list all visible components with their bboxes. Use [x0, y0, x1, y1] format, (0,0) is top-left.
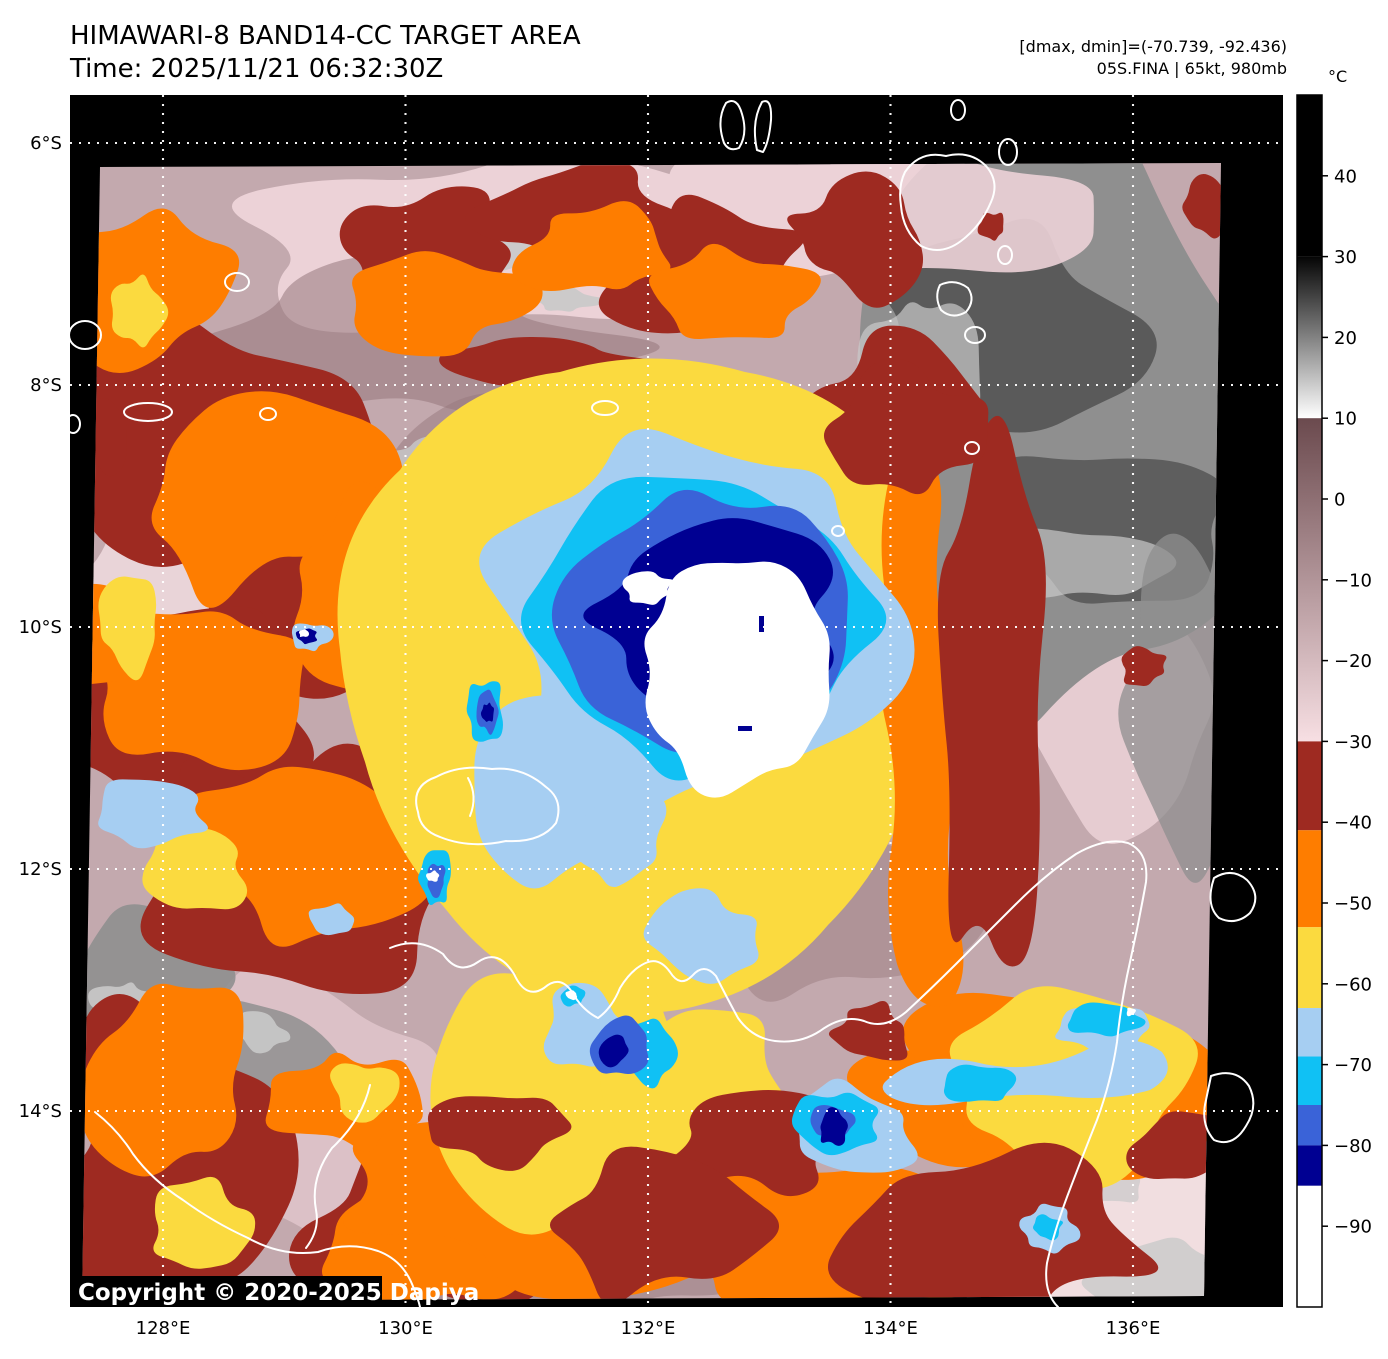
colorbar-tick-label--50: −50	[1334, 894, 1372, 915]
colorbar-tick-label-10: 10	[1334, 409, 1357, 430]
darkred-cloud-blob	[1121, 646, 1167, 687]
yellow-cloud-blob	[98, 576, 157, 681]
white-cloud-blob	[622, 571, 674, 605]
orange-cloud-blob	[352, 251, 543, 357]
orange-cloud-blob	[649, 243, 821, 340]
colorbar-tick-label--30: −30	[1334, 732, 1372, 753]
latlon-gridlines	[70, 95, 1283, 1307]
white-cloud-blob	[1126, 1007, 1136, 1017]
colorbar-segment-50-to-30	[1297, 95, 1322, 257]
lon-label-136e: 136°E	[1106, 1318, 1161, 1339]
lightblue-cloud-blob	[308, 903, 355, 936]
lat-label-12s: 12°S	[19, 859, 62, 880]
darkred-cloud-blob	[427, 1096, 572, 1171]
colorbar-segment--30-to--41	[1297, 741, 1322, 831]
lat-label-6s: 6°S	[30, 133, 62, 154]
colorbar-tick-label--90: −90	[1334, 1217, 1372, 1238]
lightblue-cloud-blob	[565, 785, 667, 888]
colorbar-tick-label-20: 20	[1334, 328, 1357, 349]
eye-navy-specks	[738, 616, 764, 731]
west-coastline	[94, 1111, 421, 1307]
cyan-cloud-blob	[943, 1064, 1017, 1102]
lightblue-cloud-blob	[98, 779, 208, 849]
darkred-cloud-blob	[827, 1142, 1159, 1301]
lat-label-10s: 10°S	[19, 617, 62, 638]
navy-cloud-blob	[820, 1107, 848, 1146]
colorbar-border	[1296, 94, 1323, 1308]
colorbar-tick-label--20: −20	[1334, 651, 1372, 672]
east-orange-band	[878, 430, 964, 1007]
colorbar-tick-label--70: −70	[1334, 1055, 1372, 1076]
grayLight-cloud-blob	[234, 1011, 291, 1054]
north-australia-coastline	[389, 840, 1148, 1307]
copyright-badge: Copyright © 2020-2025 Dapiya	[70, 1276, 479, 1307]
darkred-cloud-blob	[828, 1001, 908, 1061]
colorbar-tick-label--10: −10	[1334, 570, 1372, 591]
white-cloud-blob	[298, 629, 309, 638]
tiwi-islands-coast	[415, 766, 560, 846]
colorbar-segment--80-to--85	[1297, 1145, 1322, 1186]
timor-sea-islands	[719, 100, 746, 151]
darkred-cloud-blob	[823, 358, 989, 495]
yellow-cloud-blob	[110, 274, 169, 348]
colorbar-segment--53-to--63	[1297, 927, 1322, 1009]
cyan-cloud-blob	[1067, 1002, 1146, 1037]
colorbar-unit-label: °C	[1328, 67, 1347, 86]
white-cloud-blob	[565, 990, 578, 1001]
lon-label-130e: 130°E	[378, 1318, 433, 1339]
white-cloud-blob	[644, 561, 830, 798]
colorbar-segment--69-to--75	[1297, 1056, 1322, 1105]
colorbar-tick-label-40: 40	[1334, 166, 1357, 187]
navy-cloud-blob	[598, 1034, 629, 1068]
yellow-cloud-blob	[153, 1176, 256, 1269]
navy-cloud-blob	[480, 702, 495, 722]
colorbar-tick-label--80: −80	[1334, 1136, 1372, 1157]
lon-label-128e: 128°E	[136, 1318, 191, 1339]
colorbar-segment--41-to--53	[1297, 830, 1322, 928]
axis-labels: 6°S 8°S 10°S 12°S 14°S 128°E 130°E 132°E 134°E 13…	[19, 133, 1161, 1339]
temperature-colorbar: 40 30 20 10 0 −10 −20 −30 −40 −50 −60 −70 −80 −90	[1296, 94, 1372, 1308]
orange-cloud-blob	[512, 201, 671, 292]
darkred-cloud-blob	[977, 212, 1004, 241]
colorbar-tick-label--60: −60	[1334, 974, 1372, 995]
copyright-text: Copyright © 2020-2025 Dapiya	[78, 1280, 479, 1306]
darkred-cloud-blob	[787, 171, 924, 308]
product-title: HIMAWARI-8 BAND14-CC TARGET AREA	[70, 21, 581, 51]
colorbar-segment-30-to-10	[1297, 256, 1322, 419]
white-cloud-blob	[426, 870, 440, 882]
tanimbar-islands-coast	[899, 153, 996, 251]
lightblue-cloud-blob	[643, 888, 759, 984]
orange-cloud-blob	[175, 766, 439, 947]
darkred-cloud-blob	[937, 415, 1046, 967]
darkred-cloud-blob	[549, 1146, 780, 1301]
coastline-overlay	[70, 99, 1257, 1307]
colorbar-segment--75-to--80	[1297, 1105, 1322, 1146]
grayMid-cloud-blob	[1118, 533, 1221, 883]
overshooting-top-white-layer	[298, 561, 1136, 1017]
yellow-cloud-blob	[142, 828, 248, 910]
dmax-dmin-annotation: [dmax, dmin]=(-70.739, -92.436)	[1019, 37, 1287, 56]
colorbar-segment--85-to--100	[1297, 1185, 1322, 1307]
lat-label-8s: 8°S	[30, 375, 62, 396]
orange-cloud-blob	[82, 983, 244, 1177]
lat-label-14s: 14°S	[19, 1101, 62, 1122]
lon-label-132e: 132°E	[621, 1318, 676, 1339]
storm-info-annotation: 05S.FINA | 65kt, 980mb	[1097, 59, 1287, 78]
colorbar-tick-label-0: 0	[1334, 490, 1345, 511]
product-time: Time: 2025/11/21 06:32:30Z	[69, 54, 443, 84]
colorbar-segment-10-to--30	[1297, 418, 1322, 742]
colorbar-segment--63-to--69	[1297, 1008, 1322, 1057]
orange-cloud-blob	[151, 391, 404, 608]
darkred-cloud-blob	[1182, 174, 1221, 239]
satellite-data-swath	[82, 163, 1221, 1301]
colorbar-tick-label--40: −40	[1334, 813, 1372, 834]
colorbar-tick-label-30: 30	[1334, 247, 1357, 268]
yellow-cloud-blob	[330, 1063, 400, 1123]
lon-label-134e: 134°E	[863, 1318, 918, 1339]
